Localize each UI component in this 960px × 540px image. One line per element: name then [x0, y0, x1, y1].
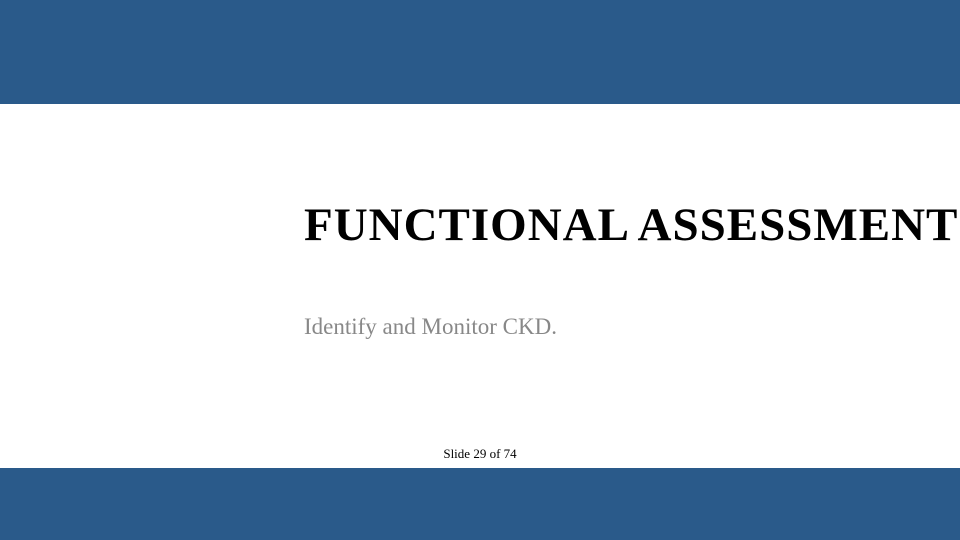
slide-title: FUNCTIONAL ASSESSMENT	[304, 198, 960, 252]
slide-indicator-wrapper: Slide 29 of 74	[0, 443, 960, 468]
slide-number-indicator: Slide 29 of 74	[425, 443, 534, 464]
header-band	[0, 0, 960, 104]
slide-subtitle: Identify and Monitor CKD.	[304, 314, 960, 340]
footer-band	[0, 468, 960, 540]
content-area: FUNCTIONAL ASSESSMENT Identify and Monit…	[0, 104, 960, 340]
